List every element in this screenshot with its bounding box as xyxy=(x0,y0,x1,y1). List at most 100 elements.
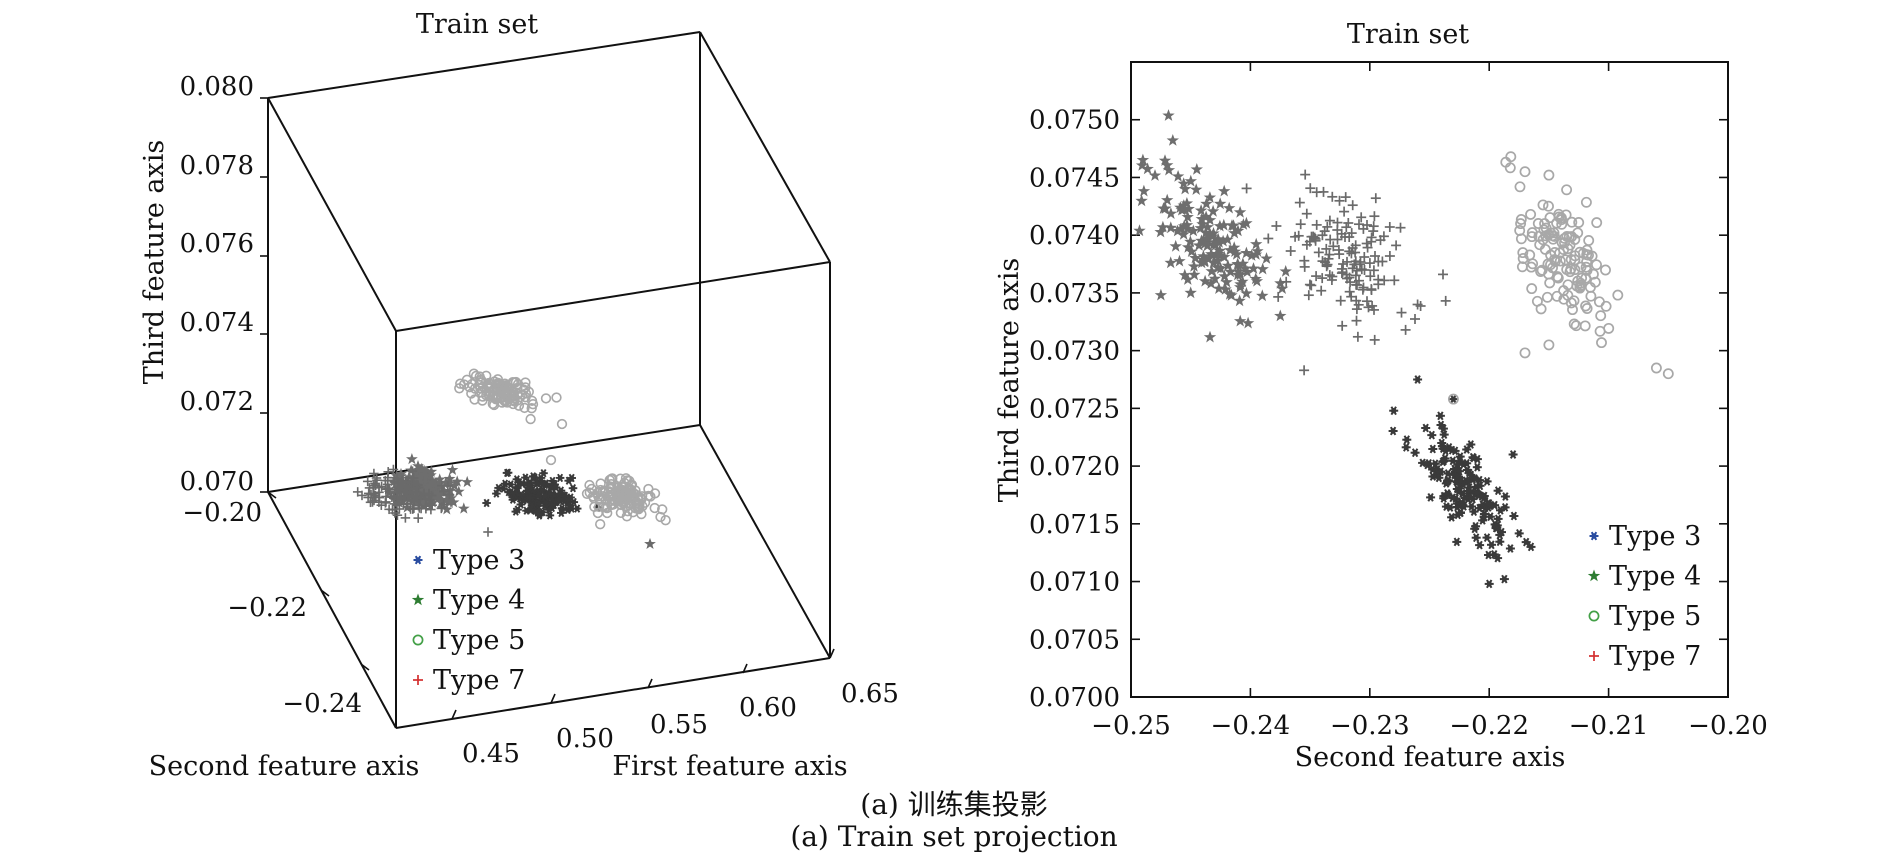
legend-marker xyxy=(411,593,425,606)
data-point xyxy=(1481,476,1493,487)
chart3d-xtick-label: 0.45 xyxy=(462,739,520,769)
data-point xyxy=(1284,245,1297,257)
data-point xyxy=(1161,193,1174,206)
chart3d-ytick-label: −0.20 xyxy=(182,498,262,528)
legend-marker xyxy=(1587,569,1601,582)
data-point xyxy=(1270,220,1283,232)
caption-cn: (a) 训练集投影 xyxy=(860,788,1047,821)
chart-3d: Train set 0.070 0.072 xyxy=(139,9,899,782)
data-point xyxy=(1474,540,1486,550)
data-point xyxy=(1561,184,1573,196)
chart2d-ytick-label: 0.0735 xyxy=(1029,279,1120,309)
chart2d-xtick-label: −0.23 xyxy=(1330,711,1410,741)
legend-marker xyxy=(412,555,424,565)
data-point xyxy=(1162,109,1175,121)
chart2d-ytick-label: 0.0725 xyxy=(1029,394,1120,424)
data-point xyxy=(1409,447,1421,458)
data-point xyxy=(1514,181,1526,193)
data-point xyxy=(1173,254,1186,267)
data-point xyxy=(1394,221,1407,234)
data-point xyxy=(1223,201,1236,214)
data-point xyxy=(1367,220,1380,233)
chart2d-ytick-label: 0.0730 xyxy=(1029,337,1120,367)
data-point xyxy=(1171,170,1185,182)
chart3d-xtick-label: 0.65 xyxy=(841,679,899,709)
data-point xyxy=(1427,444,1439,454)
chart3d-box xyxy=(267,31,831,729)
data-point xyxy=(1310,219,1323,231)
data-point xyxy=(1543,200,1554,212)
data-point xyxy=(1137,184,1151,197)
data-point xyxy=(1596,337,1607,349)
data-point xyxy=(461,475,474,488)
data-point xyxy=(1593,296,1605,308)
data-point xyxy=(1272,291,1285,303)
data-point xyxy=(1499,491,1511,502)
data-point xyxy=(1184,174,1197,187)
data-point xyxy=(1585,290,1597,302)
data-point xyxy=(567,483,579,493)
data-point xyxy=(595,519,606,530)
data-point xyxy=(1233,205,1247,218)
data-point xyxy=(1338,205,1350,218)
data-point xyxy=(1190,183,1203,195)
legend-marker xyxy=(412,634,424,646)
chart2d-xlabel: Second feature axis xyxy=(1295,742,1566,773)
data-point xyxy=(1541,291,1553,303)
chart3d-ztick-label: 0.070 xyxy=(180,467,254,497)
data-point xyxy=(1240,182,1253,195)
data-point xyxy=(1481,532,1493,543)
data-point xyxy=(556,418,568,430)
data-point xyxy=(1470,532,1482,543)
data-point xyxy=(1346,199,1359,212)
legend-label: Type 3 xyxy=(433,545,525,576)
data-point xyxy=(545,454,557,466)
data-point xyxy=(540,393,552,404)
data-point xyxy=(1214,197,1227,210)
legend-label: Type 7 xyxy=(1609,641,1701,672)
data-point xyxy=(1164,256,1177,269)
data-point xyxy=(1544,277,1556,289)
chart3d-ylabel: Second feature axis xyxy=(149,751,420,782)
chart3d-ztick-label: 0.074 xyxy=(180,308,254,338)
data-point xyxy=(446,463,459,476)
data-point xyxy=(1383,221,1396,233)
data-point xyxy=(1262,232,1275,245)
data-point xyxy=(1595,310,1607,322)
data-point xyxy=(1299,168,1312,181)
data-point xyxy=(1298,364,1310,377)
data-point xyxy=(554,473,566,483)
chart3d-xlabel: First feature axis xyxy=(612,751,847,782)
data-point xyxy=(1451,537,1463,547)
data-point xyxy=(1133,224,1146,237)
data-point xyxy=(1294,218,1307,231)
data-point xyxy=(1250,237,1263,250)
data-point xyxy=(481,498,492,508)
data-point xyxy=(1336,319,1349,332)
data-point xyxy=(1543,339,1555,351)
data-point xyxy=(1350,314,1363,327)
data-point xyxy=(1256,289,1269,302)
data-point xyxy=(1355,211,1368,224)
chart3d-ztick-label: 0.072 xyxy=(180,387,254,417)
legend-label: Type 7 xyxy=(433,665,525,696)
legend-marker xyxy=(412,674,424,686)
caption-en: (a) Train set projection xyxy=(790,820,1117,853)
data-point xyxy=(1184,286,1197,299)
data-point xyxy=(1437,268,1449,281)
data-point xyxy=(1154,288,1168,301)
data-point xyxy=(1368,334,1381,346)
data-point xyxy=(1368,210,1381,223)
data-point xyxy=(412,512,424,524)
data-point xyxy=(1324,214,1336,227)
data-point xyxy=(1526,283,1538,295)
data-point xyxy=(1401,434,1413,445)
chart3d-zlabel: Third feature axis xyxy=(139,140,170,384)
data-point xyxy=(1234,314,1247,327)
chart2d-xtick-label: −0.20 xyxy=(1688,711,1768,741)
legend-marker xyxy=(1588,650,1600,662)
data-point xyxy=(1519,166,1531,178)
data-point xyxy=(1471,462,1483,473)
data-point xyxy=(1508,511,1520,521)
data-point xyxy=(1148,169,1162,181)
